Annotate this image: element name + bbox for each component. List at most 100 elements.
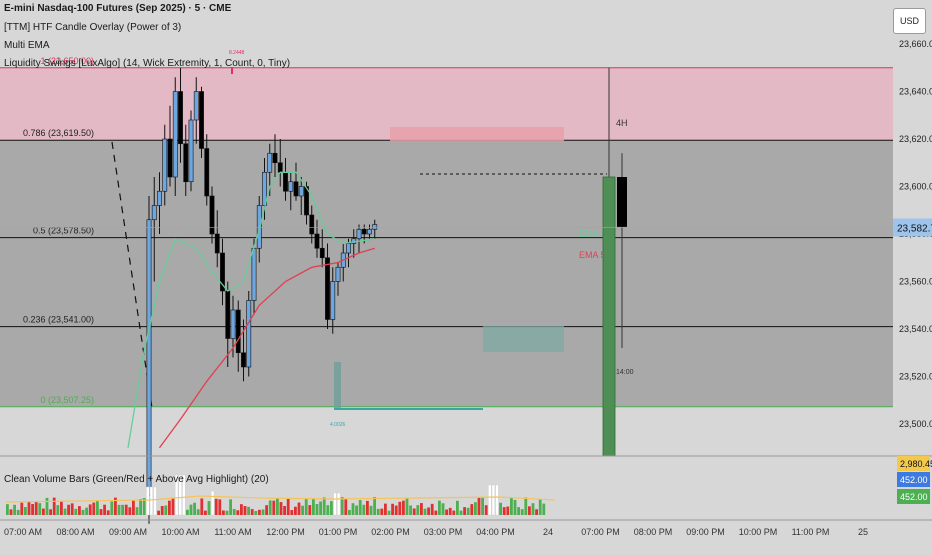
volume-bar [52, 497, 56, 515]
volume-bar [38, 503, 42, 515]
currency-button[interactable]: USD [893, 8, 926, 34]
candle [293, 162, 299, 201]
volume-bar [146, 486, 150, 516]
candle-body [277, 162, 283, 173]
volume-bar [24, 507, 27, 515]
price-axis[interactable]: 23,500.00 23,520.00 23,540.00 23,560.00 23,5… [0, 39, 932, 429]
volume-bar [322, 497, 326, 515]
volume-bar [394, 505, 398, 515]
volume-bar [189, 504, 193, 515]
volume-bar [272, 500, 276, 515]
time-axis[interactable]: 07:00 AM 08:00 AM 09:00 AM 10:00 AM 11:00 AM… [0, 519, 932, 537]
volume-bar [456, 500, 459, 515]
volume-bar [45, 497, 49, 515]
time-tick-label: 25 [858, 527, 868, 537]
volume-bar [178, 474, 182, 516]
volume-value-label: 452.00 [900, 492, 928, 502]
volume-bar [128, 507, 132, 515]
candle-body [146, 219, 152, 496]
volume-bar [304, 498, 308, 515]
candle-body [346, 243, 351, 254]
volume-bar [135, 507, 139, 515]
candle [356, 224, 362, 253]
candle-body [304, 186, 309, 216]
volume-bar [502, 507, 506, 515]
volume-bar [326, 505, 330, 515]
candle-body [167, 138, 173, 178]
time-tick-label: 07:00 AM [4, 527, 42, 537]
volume-average-line [5, 495, 556, 503]
volume-bar [31, 504, 34, 515]
time-tick-label: 08:00 AM [56, 527, 94, 537]
candle-body [367, 228, 372, 235]
volume-bar [218, 499, 222, 515]
time-tick-label: 09:00 AM [109, 527, 147, 537]
candle-body [193, 91, 199, 121]
symbol-title[interactable]: E-mini Nasdaq-100 Futures (Sep 2025) · 5… [4, 3, 232, 14]
volume-bar [222, 510, 225, 515]
volume-bar [200, 498, 204, 515]
indicator-multi-ema[interactable]: Multi EMA [4, 40, 50, 51]
volume-bar [261, 509, 265, 515]
time-tick-label: 07:00 PM [581, 527, 620, 537]
candle-body [330, 281, 336, 320]
volume-bar [333, 492, 337, 516]
candle [335, 262, 341, 296]
last-price-label: 23,582.75 [897, 223, 932, 234]
candle-body [298, 186, 304, 197]
time-tick-label: 02:00 PM [371, 527, 410, 537]
volume-value-marker [897, 489, 930, 504]
volume-bar [16, 509, 20, 515]
candle [367, 224, 372, 239]
volume-bar [6, 504, 9, 515]
candle [162, 124, 168, 206]
htf-current-candle [617, 177, 627, 227]
fib-label-0: 0 (23,507.25) [40, 395, 94, 405]
time-tick-label: 08:00 PM [634, 527, 673, 537]
volume-bar [470, 504, 474, 515]
candle [167, 105, 173, 187]
chart-labels: 8.2448 4.0026 [229, 50, 346, 428]
indicator-liquidity-swings[interactable]: Liquidity Swings [LuxAlgo] (14, Wick Ext… [4, 58, 291, 69]
volume-bar [423, 508, 427, 515]
price-tick-label: 23,620.00 [899, 134, 932, 144]
candle-body [293, 181, 299, 197]
volume-bar [283, 505, 286, 515]
volume-bar [510, 498, 513, 515]
volume-bar [279, 502, 283, 515]
volume-bar [369, 505, 373, 515]
volume-bar [538, 499, 542, 515]
volume-bar [340, 497, 344, 515]
volume-bar [74, 508, 78, 515]
indicator-htf-overlay[interactable]: [TTM] HTF Candle Overlay (Power of 3) [4, 22, 182, 33]
volume-bar [160, 505, 164, 515]
candle-body [372, 224, 378, 230]
volume-bar [81, 509, 85, 515]
volume-bar [250, 509, 254, 515]
volume-bar [351, 503, 355, 515]
volume-bar [132, 500, 135, 515]
price-tick-label: 23,600.00 [899, 182, 932, 192]
candle-body [204, 148, 210, 197]
fib-label-0.5: 0.5 (23,578.50) [33, 226, 94, 236]
fib-label-0.236: 0.236 (23,541.00) [23, 315, 94, 325]
volume-bar [114, 497, 117, 515]
volume-bar [99, 509, 103, 515]
candle [172, 77, 178, 196]
volume-bar [409, 505, 412, 515]
time-tick-label: 01:00 PM [319, 527, 358, 537]
volume-bar [196, 509, 200, 515]
chart-overlays [111, 67, 607, 410]
price-tick-label: 23,640.00 [899, 87, 932, 97]
volume-bar [366, 500, 369, 515]
volume-value-marker [897, 456, 930, 471]
candle-body [241, 352, 246, 368]
volume-bar [42, 508, 45, 515]
discount-zone [0, 140, 893, 407]
volume-bar [376, 508, 380, 515]
volume-bar [297, 502, 301, 515]
volume-bar [268, 500, 272, 515]
volume-bar [124, 504, 128, 515]
indicator-volume-bars[interactable]: Clean Volume Bars (Green/Red + Above Avg… [4, 474, 269, 485]
